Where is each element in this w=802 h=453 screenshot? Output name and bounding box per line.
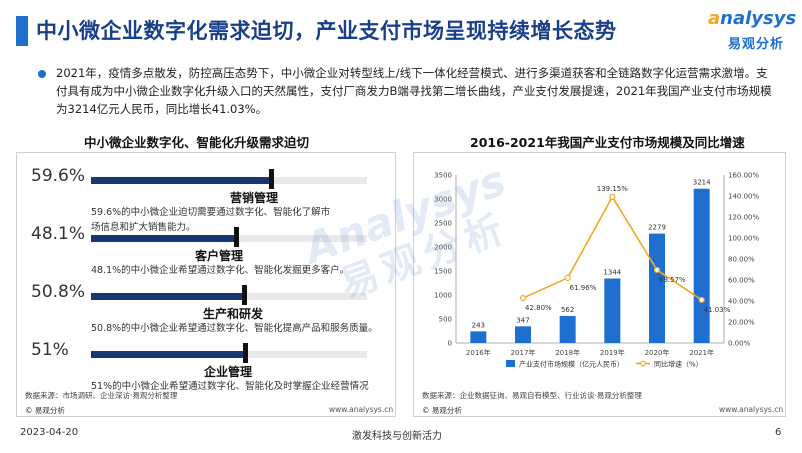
chart-bar: [649, 233, 665, 343]
bar-value-label: 347: [516, 316, 529, 324]
chart-bar: [515, 326, 531, 343]
needs-description: 48.1%的中小微企业希望通过数字化、智能化发掘更多客户。: [91, 265, 350, 276]
y-left-tick-label: 1000: [434, 292, 452, 300]
analysys-logo: analysys 易观分析: [700, 8, 796, 52]
needs-percent: 51%: [31, 340, 69, 360]
needs-description: 50.8%的中小微企业希望通过数字化、智能化提高产品和服务质量。: [91, 323, 378, 334]
left-footer-logo: © 易观分析: [25, 406, 65, 415]
y-right-tick-label: 20.00%: [728, 319, 755, 327]
y-left-tick-label: 3500: [434, 172, 452, 180]
needs-category-label: 企业管理: [204, 365, 253, 379]
bullet-icon: [38, 70, 46, 78]
left-panel-title: 中小微企业数字化、智能化升级需求迫切: [84, 135, 310, 150]
chart-bar: [604, 278, 621, 343]
right-footer-url: www.analysys.cn: [719, 405, 784, 414]
needs-bar-fill: [91, 177, 272, 184]
y-left-tick-label: 3000: [434, 196, 452, 204]
legend-line-marker: [640, 360, 646, 367]
y-right-tick-label: 80.00%: [728, 256, 755, 264]
logo-cn: 易观分析: [728, 37, 785, 52]
needs-description: 51%的中小微企业希望通过数字化、智能化及时掌握企业经营情况: [91, 381, 369, 392]
needs-bar-fill: [91, 293, 245, 300]
needs-category-label: 客户管理: [195, 249, 244, 263]
needs-bar-marker: [269, 169, 274, 189]
footer-date: 2023-04-20: [20, 427, 79, 438]
bar-value-label: 1344: [603, 268, 621, 276]
bar-value-label: 2279: [648, 224, 666, 232]
needs-bar-marker: [243, 343, 248, 363]
growth-value-label: 41.03%: [704, 306, 731, 314]
chart-title: 2016-2021年我国产业支付市场规模及同比增速: [470, 135, 745, 150]
left-footer-url: www.analysys.cn: [329, 405, 394, 414]
legend-line-label: 同比增速（%）: [654, 360, 703, 369]
chart-panel: 0 500 1000 1500 2000 2500 3000 3500 0.00% 20.00% 4…: [413, 152, 786, 417]
needs-panel: 59.6% 营销管理 59.6%的中小微企业迫切需要通过数字化、智能化了解市场信息和…: [16, 152, 396, 417]
y-left-tick-label: 1500: [434, 268, 452, 276]
growth-value-label: 61.96%: [570, 284, 597, 292]
needs-description: 59.6%的中小微企业迫切需要通过数字化、智能化了解市场信息和扩大销售能力。: [91, 207, 331, 233]
growth-point: [609, 193, 616, 200]
x-tick-label: 2017年: [511, 348, 536, 357]
x-tick-label: 2016年: [466, 348, 491, 357]
chart-bar: [559, 316, 576, 343]
needs-bar-marker: [234, 227, 239, 247]
y-left-tick-label: 2500: [434, 220, 452, 228]
y-left-tick-label: 2000: [434, 244, 452, 252]
growth-value-label: 139.15%: [597, 185, 628, 193]
legend-bar-label: 产业支付市场规模（亿元人民币）: [519, 360, 624, 369]
legend-bar-swatch: [506, 360, 515, 367]
y-right-tick-label: 100.00%: [728, 235, 759, 243]
bar-value-label: 3214: [693, 179, 711, 187]
footer-page-number: 6: [775, 427, 782, 438]
chart-bar: [470, 331, 487, 343]
y-left-tick-label: 0: [448, 340, 452, 348]
y-right-tick-label: 140.00%: [728, 193, 759, 201]
y-right-tick-label: 120.00%: [728, 214, 759, 222]
needs-category-label: 营销管理: [230, 191, 279, 205]
y-right-tick-label: 0.00%: [728, 340, 751, 348]
summary-paragraph: 2021年，疫情多点散发，防控高压态势下，中小微企业对转型线上/线下一体化经营模…: [56, 66, 772, 116]
x-tick-label: 2019年: [600, 348, 625, 357]
needs-percent: 50.8%: [31, 282, 86, 302]
needs-percent: 48.1%: [31, 224, 86, 244]
y-left-tick-label: 500: [439, 316, 452, 324]
growth-value-label: 42.80%: [525, 304, 552, 312]
needs-bar-fill: [91, 351, 246, 358]
y-right-tick-label: 60.00%: [728, 277, 755, 285]
page-title: 中小微企业数字化需求迫切，产业支付市场呈现持续增长态势: [36, 19, 617, 43]
growth-point: [519, 294, 527, 302]
needs-bar-marker: [242, 285, 247, 305]
right-source: 数据来源：企业数据征询、易观自有模型、行业访谈·易观分析整理: [422, 391, 642, 400]
needs-category-label: 生产和研发: [203, 307, 264, 321]
needs-percent: 59.6%: [31, 166, 86, 186]
left-source: 数据来源：市场调研、企业深访·易观分析整理: [25, 391, 178, 400]
footer-tagline: 激发科技与创新活力: [352, 431, 442, 442]
growth-point: [698, 296, 705, 304]
title-accent-bar: [16, 16, 28, 46]
x-tick-label: 2021年: [689, 348, 714, 357]
growth-point: [653, 266, 661, 274]
y-right-tick-label: 160.00%: [728, 172, 759, 180]
market-chart: 0 500 1000 1500 2000 2500 3000 3500 0.00% 20.00% 4…: [434, 172, 759, 369]
growth-point: [564, 274, 571, 282]
bar-value-label: 243: [472, 321, 485, 329]
logo-wordmark: analysys: [708, 8, 797, 29]
right-footer-logo: © 易观分析: [422, 406, 462, 415]
x-tick-label: 2018年: [555, 348, 580, 357]
x-tick-label: 2020年: [645, 348, 670, 357]
needs-bar-fill: [91, 235, 237, 242]
bar-value-label: 562: [561, 306, 574, 314]
y-right-tick-label: 40.00%: [728, 298, 755, 306]
chart-bar: [693, 188, 710, 343]
growth-value-label: 69.57%: [659, 276, 686, 284]
